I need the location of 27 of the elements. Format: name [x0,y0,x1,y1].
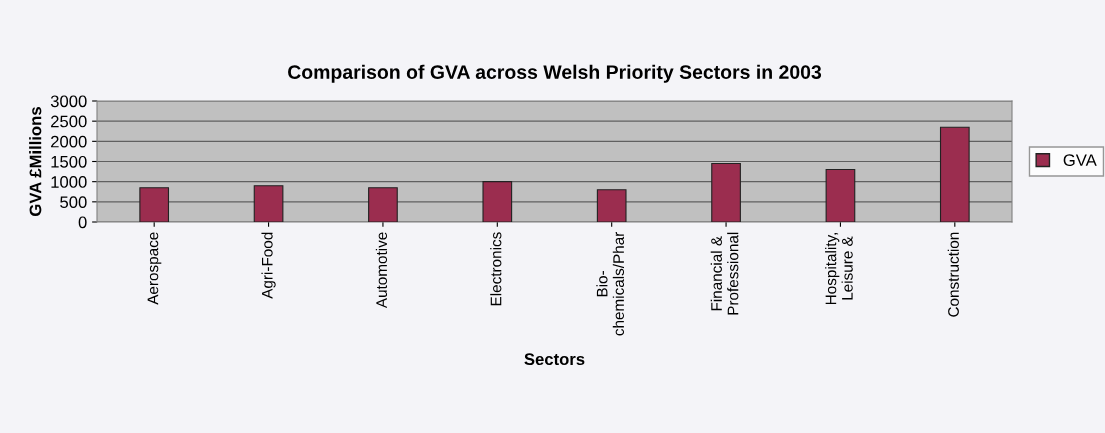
legend-label: GVA [1063,154,1097,167]
x-tick-label: Bio- chemicals/Phar [596,231,625,336]
x-tick-label: Agri-Food [261,232,276,299]
bar [139,187,170,222]
bar [711,162,741,222]
x-tick-label: Electronics [490,232,502,306]
x-tick-label: Construction [947,232,959,317]
y-tick-label: 2000 [51,135,87,148]
bar [825,169,856,222]
bar [253,185,284,222]
x-tick-label: Financial & Professional [710,232,739,315]
y-tick-label: 2500 [51,115,87,128]
bar [482,181,513,222]
x-tick-label: Aerospace [147,232,162,305]
y-tick-label: 500 [60,196,87,209]
bar [939,126,970,222]
y-tick-label: 1500 [51,155,87,168]
y-tick-label: 3000 [50,95,87,108]
chart-title: Comparison of GVA across Welsh Priority Sectors in 2003 [288,64,822,83]
y-tick-label: 0 [78,216,87,229]
x-tick-label: Hospitality, Leisure & [825,233,853,305]
bar [368,187,398,222]
x-axis-title: Sectors [524,353,585,366]
y-axis-title: GVA £Millions [29,107,42,216]
x-tick-label: Automotive [375,232,388,309]
y-tick-label: 1000 [51,176,87,188]
bar [596,189,627,222]
